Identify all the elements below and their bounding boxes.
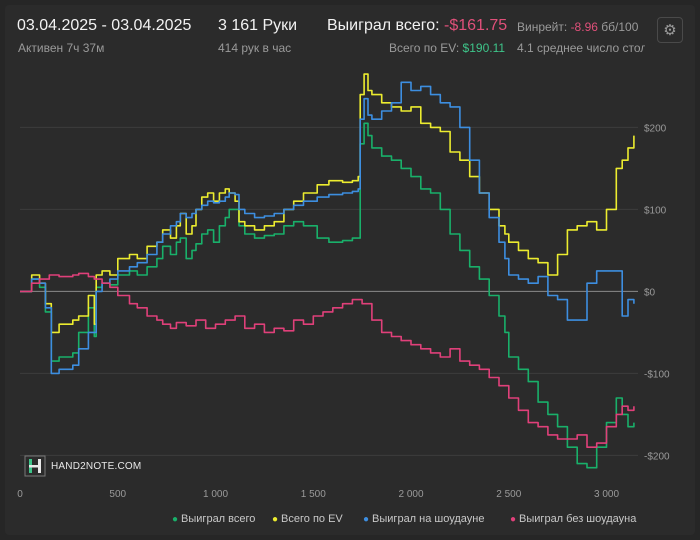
x-tick-label: 3 000 xyxy=(594,489,619,500)
legend-label: Выиграл без шоудауна xyxy=(519,513,637,525)
legend: ● Выиграл всего ● Всего по EV ● Выиграл на … xyxy=(0,513,700,529)
legend-item-nonshowdown[interactable]: ● Выиграл без шоудауна xyxy=(510,513,636,525)
date-range: 03.04.2025 - 03.04.2025 xyxy=(17,17,192,34)
series-line-0 xyxy=(20,122,635,469)
legend-item-ev[interactable]: ● Всего по EV xyxy=(272,513,343,525)
logo-text: HAND2NOTE.COM xyxy=(51,460,142,472)
legend-item-won[interactable]: ● Выиграл всего xyxy=(172,513,255,525)
ev-total: Всего по EV: $190.11 xyxy=(389,41,505,55)
y-tick-label: $100 xyxy=(644,205,667,216)
x-tick-label: 1 500 xyxy=(301,489,326,500)
stats-header: 03.04.2025 - 03.04.2025 Активен 7ч 37м 3… xyxy=(0,0,700,60)
main-panel xyxy=(5,5,695,535)
legend-label: Выиграл всего xyxy=(181,513,256,525)
x-tick-label: 2 500 xyxy=(496,489,521,500)
legend-item-showdown[interactable]: ● Выиграл на шоудауне xyxy=(363,513,484,525)
h2n-logo-icon xyxy=(24,455,46,477)
y-tick-label: $200 xyxy=(644,123,667,134)
avg-tables: 4.1 среднее число стол xyxy=(517,41,645,55)
won-total-label: Выиграл всего: xyxy=(327,17,440,34)
grid xyxy=(20,126,638,456)
hands-count: 3 161 Руки xyxy=(218,17,298,34)
won-total-value: -$161.75 xyxy=(444,17,508,34)
ev-total-value: $190.11 xyxy=(462,41,506,55)
hand2note-logo: HAND2NOTE.COM xyxy=(24,453,141,479)
gear-icon: ⚙ xyxy=(663,22,677,39)
legend-label: Выиграл на шоудауне xyxy=(372,513,485,525)
winrate-unit: бб/100 xyxy=(601,20,639,34)
ev-total-label: Всего по EV: xyxy=(389,41,460,55)
legend-dot-icon: ● xyxy=(510,514,517,525)
y-axis-ticks: $200 $100 $0 -$100 -$200 xyxy=(644,123,670,462)
winrate-label: Винрейт: xyxy=(517,20,568,34)
series-line-2 xyxy=(20,81,635,375)
settings-button[interactable]: ⚙ xyxy=(657,17,683,43)
series xyxy=(20,73,635,469)
y-tick-label: $0 xyxy=(644,287,656,298)
hands-per-hour: 414 рук в час xyxy=(218,41,292,55)
legend-dot-icon: ● xyxy=(272,514,279,525)
winrate: Винрейт: -8.96 бб/100 xyxy=(517,20,638,34)
legend-dot-icon: ● xyxy=(363,514,370,525)
x-axis-ticks: 0 500 1 000 1 500 2 000 2 500 3 000 xyxy=(17,489,619,500)
series-line-1 xyxy=(20,73,635,334)
x-tick-label: 500 xyxy=(109,489,126,500)
y-tick-label: -$200 xyxy=(644,451,670,462)
winrate-value: -8.96 xyxy=(570,20,598,34)
x-tick-label: 0 xyxy=(17,489,23,500)
active-time: Активен 7ч 37м xyxy=(18,41,105,55)
legend-dot-icon: ● xyxy=(172,514,179,525)
x-tick-label: 1 000 xyxy=(203,489,228,500)
y-tick-label: -$100 xyxy=(644,369,670,380)
x-tick-label: 2 000 xyxy=(398,489,423,500)
series-line-3 xyxy=(20,272,635,448)
legend-label: Всего по EV xyxy=(281,513,343,525)
won-total: Выиграл всего: -$161.75 xyxy=(327,17,507,35)
